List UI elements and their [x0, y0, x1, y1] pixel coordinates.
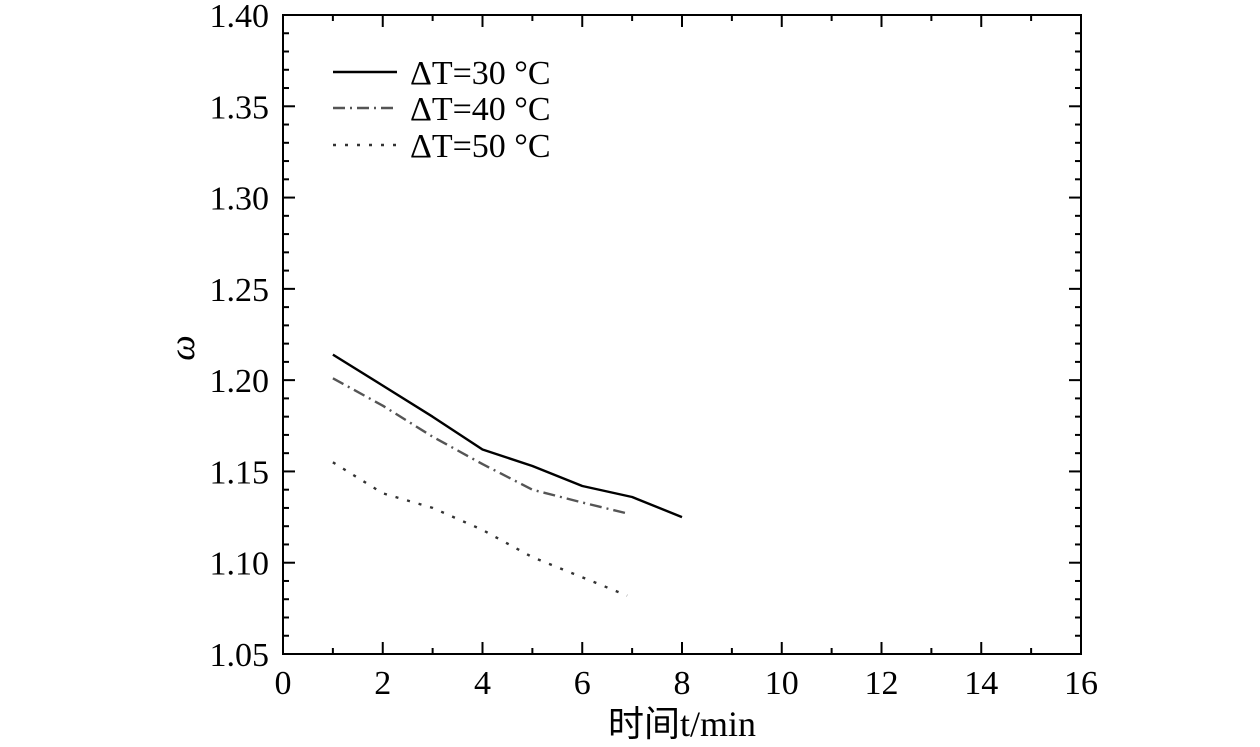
legend-label-3: ΔT=50 °C [410, 128, 551, 165]
y-tick-label: 1.05 [210, 637, 270, 674]
x-tick-label: 4 [474, 665, 491, 702]
y-tick-label: 1.30 [210, 181, 270, 218]
x-tick-label: 0 [275, 665, 292, 702]
series-layer [332, 353, 683, 597]
series-line-1 [332, 353, 683, 519]
x-tick-label: 16 [1064, 665, 1098, 702]
x-tick-label: 6 [574, 665, 591, 702]
y-tick-label: 1.35 [210, 89, 270, 126]
legend-label-2: ΔT=40 °C [410, 91, 551, 128]
series-line-2 [332, 377, 628, 515]
y-tick-label: 1.10 [210, 546, 270, 583]
labels-layer: 0 2 4 6 8 10 12 14 16 1.05 1.10 1.15 1.20 1.25 1.30 1.3… [210, 0, 1099, 702]
x-tick-label: 8 [674, 665, 691, 702]
y-tick-label: 1.20 [210, 363, 270, 400]
legend: ΔT=30 °C ΔT=40 °C ΔT=50 °C [333, 55, 551, 165]
ticks-layer [282, 14, 1082, 655]
legend-label-1: ΔT=30 °C [410, 55, 551, 92]
series-line-3 [332, 461, 628, 597]
y-axis-title: ω [162, 335, 202, 360]
y-tick-label: 1.25 [210, 272, 270, 309]
y-tick-label: 1.15 [210, 454, 270, 491]
x-tick-label: 12 [865, 665, 899, 702]
x-tick-label: 14 [964, 665, 998, 702]
plot-frame [282, 14, 1082, 655]
x-tick-label: 10 [765, 665, 799, 702]
x-axis-title: 时间t/min [608, 704, 756, 742]
y-tick-label: 1.40 [210, 0, 270, 35]
x-tick-label: 2 [374, 665, 391, 702]
